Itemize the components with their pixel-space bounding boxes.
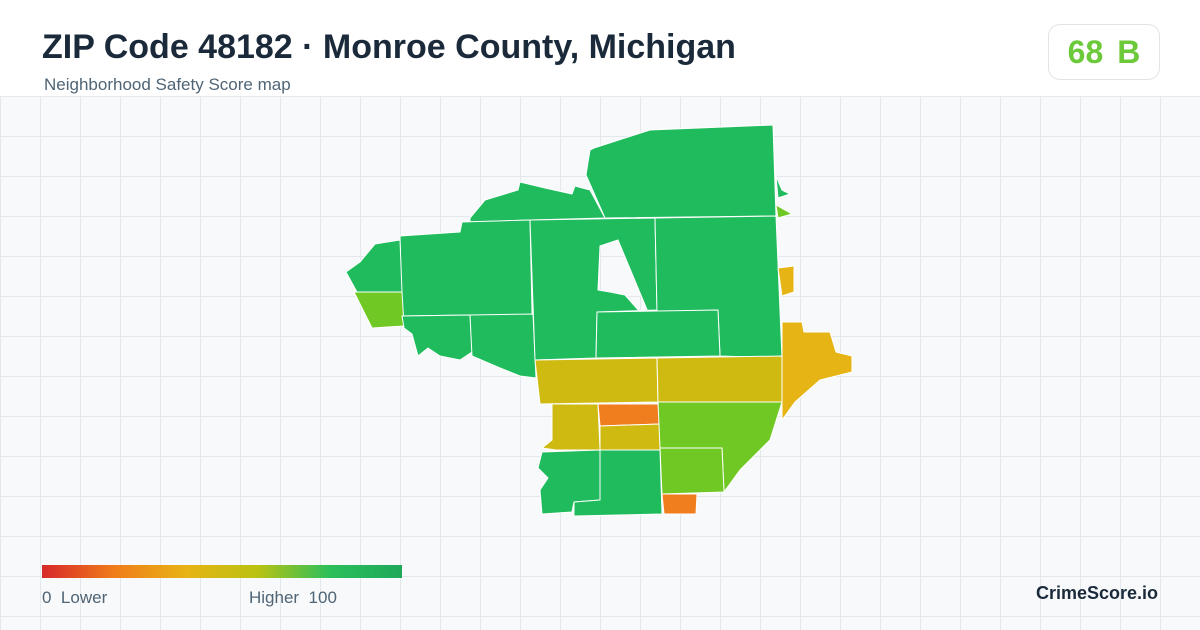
legend-min-value: 0	[42, 588, 52, 607]
map-region-far-west-south[interactable]	[353, 291, 405, 329]
legend-gradient-bar	[42, 565, 402, 578]
map-region-south-mid-center[interactable]	[599, 423, 661, 451]
map-region-east-sliver-1[interactable]	[775, 175, 791, 199]
brand-logo-text[interactable]: CrimeScore.io	[1036, 583, 1159, 603]
map-region-north[interactable]	[585, 124, 777, 219]
map-region-south-orange[interactable]	[597, 403, 661, 427]
page-subtitle: Neighborhood Safety Score map	[44, 75, 291, 94]
map-region-far-west[interactable]	[345, 239, 403, 295]
legend-max: Higher 100	[249, 588, 337, 608]
legend-min-label: Lower	[60, 588, 108, 607]
map-region-southwest-lobe[interactable]	[401, 314, 473, 361]
legend-max-value: 100	[308, 588, 337, 607]
map-region-central-south[interactable]	[595, 309, 721, 359]
map-region-south-center-green[interactable]	[573, 449, 663, 517]
safety-score-badge: 68 B	[1048, 24, 1160, 80]
map-region-southeast-lower[interactable]	[659, 447, 725, 495]
score-value: 68	[1067, 33, 1104, 70]
legend-min: 0 Lower	[42, 588, 107, 608]
legend-max-label: Higher	[249, 588, 300, 607]
map-region-mid-east[interactable]	[656, 355, 783, 403]
map-region-east-amber-small[interactable]	[777, 265, 795, 297]
map-region-northwest-strip[interactable]	[469, 181, 606, 223]
map-region-east-sliver-2[interactable]	[775, 204, 793, 219]
page-title: ZIP Code 48182 · Monroe County, Michigan	[42, 28, 736, 66]
map-region-mid-west[interactable]	[534, 357, 659, 405]
page-header: ZIP Code 48182 · Monroe County, Michigan…	[0, 0, 1200, 97]
map-region-south-orange-small[interactable]	[661, 493, 698, 515]
map-region-west-mid[interactable]	[469, 313, 537, 379]
map-region-south-mid-left[interactable]	[541, 403, 601, 451]
score-grade: B	[1117, 33, 1141, 70]
map-region-east-amber[interactable]	[781, 321, 853, 421]
